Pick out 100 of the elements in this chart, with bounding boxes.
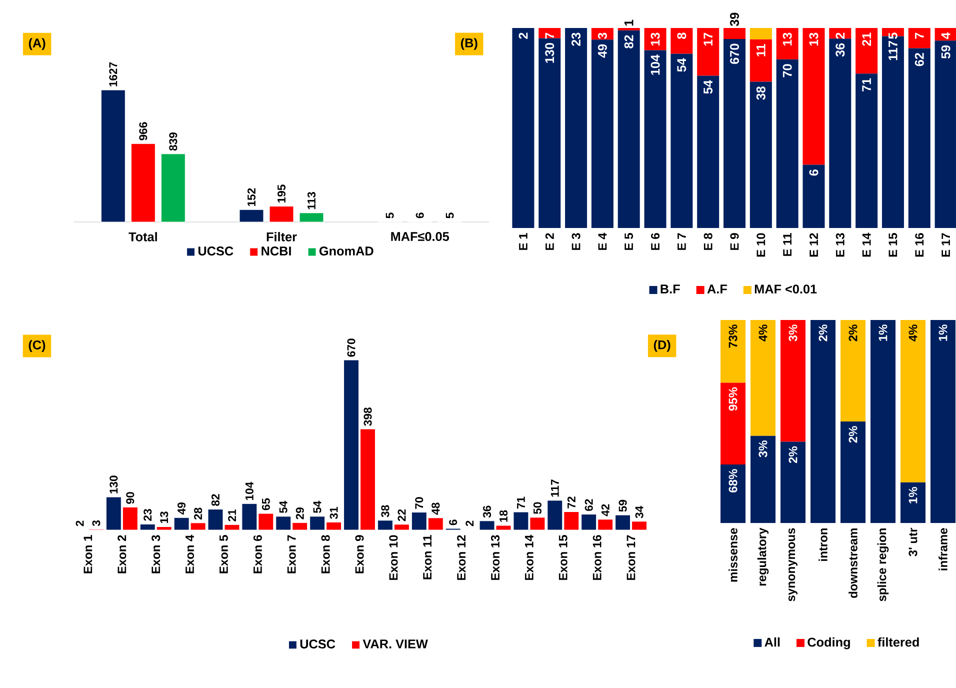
bar — [802, 28, 825, 165]
data-label: 670 — [347, 338, 356, 357]
data-label: 82 — [211, 494, 220, 506]
bar — [829, 38, 852, 228]
x-tick-label: inframe — [938, 528, 948, 570]
data-label: 5 — [446, 212, 454, 218]
bar — [512, 28, 534, 228]
annotation: 3% — [758, 440, 768, 458]
annotation: 49 — [598, 44, 607, 58]
data-label: 54 — [279, 500, 288, 514]
x-tick-label: Exon 5 — [220, 535, 228, 574]
annotation: 39 — [730, 12, 740, 26]
legend-label: B.F — [660, 284, 680, 294]
annotation: 54 — [704, 80, 713, 94]
bar — [750, 28, 772, 40]
bar — [750, 82, 772, 228]
bar — [720, 464, 746, 523]
x-tick-label: E 17 — [942, 233, 950, 257]
data-label: 152 — [248, 188, 256, 206]
bar — [780, 442, 806, 523]
bar — [670, 54, 693, 228]
x-tick-label: Exon 13 — [491, 535, 500, 580]
annotation: 4% — [758, 324, 768, 342]
bar — [908, 28, 930, 48]
bar — [840, 422, 866, 523]
data-label: 90 — [126, 492, 134, 504]
annotation: 1% — [878, 324, 888, 341]
data-label: 28 — [194, 508, 202, 520]
annotation: 670 — [730, 44, 739, 64]
x-tick-label: Exon 9 — [355, 535, 364, 574]
x-tick-label: E 7 — [678, 233, 686, 250]
bar — [697, 76, 720, 228]
x-tick-label: E 15 — [888, 233, 898, 257]
annotation: 82 — [624, 35, 634, 48]
x-tick-label: synonymous — [788, 528, 798, 602]
bar — [776, 59, 798, 228]
annotation: 8 — [677, 32, 686, 39]
bar — [750, 39, 772, 82]
annotation: 1% — [938, 324, 948, 341]
data-label: 839 — [169, 132, 178, 151]
bar — [644, 50, 666, 228]
annotation: 4% — [908, 324, 918, 342]
x-tick-label: E 1 — [519, 233, 528, 250]
legend-label: A.F — [707, 284, 727, 294]
x-tick-label: Exon 6 — [253, 535, 262, 574]
annotation: 2 — [836, 32, 845, 39]
x-tick-label: E 10 — [756, 233, 766, 257]
x-tick-label: splice region — [877, 528, 889, 602]
bar — [538, 38, 561, 228]
data-label: 2 — [466, 520, 474, 526]
bar — [870, 320, 896, 523]
x-tick-label: downstream — [848, 528, 858, 598]
annotation: 36 — [836, 43, 845, 57]
data-label: 3 — [92, 520, 100, 526]
x-tick-label: Exon 3 — [152, 535, 160, 574]
annotation: 130 — [545, 42, 554, 63]
data-label: 70 — [415, 497, 424, 509]
annotation: 62 — [914, 52, 924, 66]
x-tick-label: Exon 7 — [287, 535, 296, 574]
annotation: 68% — [728, 469, 738, 492]
data-label: 42 — [601, 504, 610, 516]
bar — [269, 206, 294, 222]
x-tick-label: MAF≤0.05 — [391, 232, 450, 242]
annotation: 3% — [788, 324, 798, 342]
x-tick-label: Exon 14 — [525, 534, 534, 580]
bar — [670, 28, 693, 54]
annotation: 2% — [788, 446, 798, 463]
text: (B) — [460, 38, 478, 50]
legend-label: UCSC — [300, 640, 336, 648]
data-label: 71 — [517, 496, 525, 509]
bar — [750, 320, 776, 436]
x-tick-label: Filter — [266, 232, 297, 242]
chart-title: (A) — [28, 38, 46, 50]
bar — [130, 143, 156, 222]
data-label: 966 — [139, 122, 148, 140]
data-label: 117 — [551, 480, 559, 497]
annotation: 104 — [650, 54, 660, 75]
x-tick-label: Exon 10 — [389, 535, 398, 580]
annotation: 2 — [518, 32, 528, 39]
legend-label: filtered — [878, 637, 919, 647]
data-label: 18 — [500, 510, 508, 522]
data-label: 21 — [228, 509, 236, 522]
data-label: 29 — [296, 508, 304, 520]
annotation: 4 — [941, 32, 950, 40]
x-tick-label: E 5 — [624, 233, 634, 250]
x-tick-label: E 14 — [862, 232, 871, 257]
bar — [239, 209, 264, 222]
data-label: 1627 — [109, 62, 118, 86]
annotation: 13 — [650, 32, 660, 46]
x-tick-label: Exon 12 — [457, 535, 466, 580]
annotation: 23 — [572, 32, 581, 46]
x-tick-label: Exon 1 — [84, 535, 92, 574]
bar — [724, 39, 746, 228]
x-tick-label: Total — [128, 232, 157, 242]
data-label: 38 — [381, 505, 390, 518]
data-label: 113 — [307, 192, 316, 210]
x-tick-label: Exon 17 — [626, 535, 636, 580]
legend-label: MAF <0.01 — [754, 284, 817, 294]
legend-label: All — [764, 637, 780, 647]
x-tick-label: E 9 — [730, 233, 739, 250]
